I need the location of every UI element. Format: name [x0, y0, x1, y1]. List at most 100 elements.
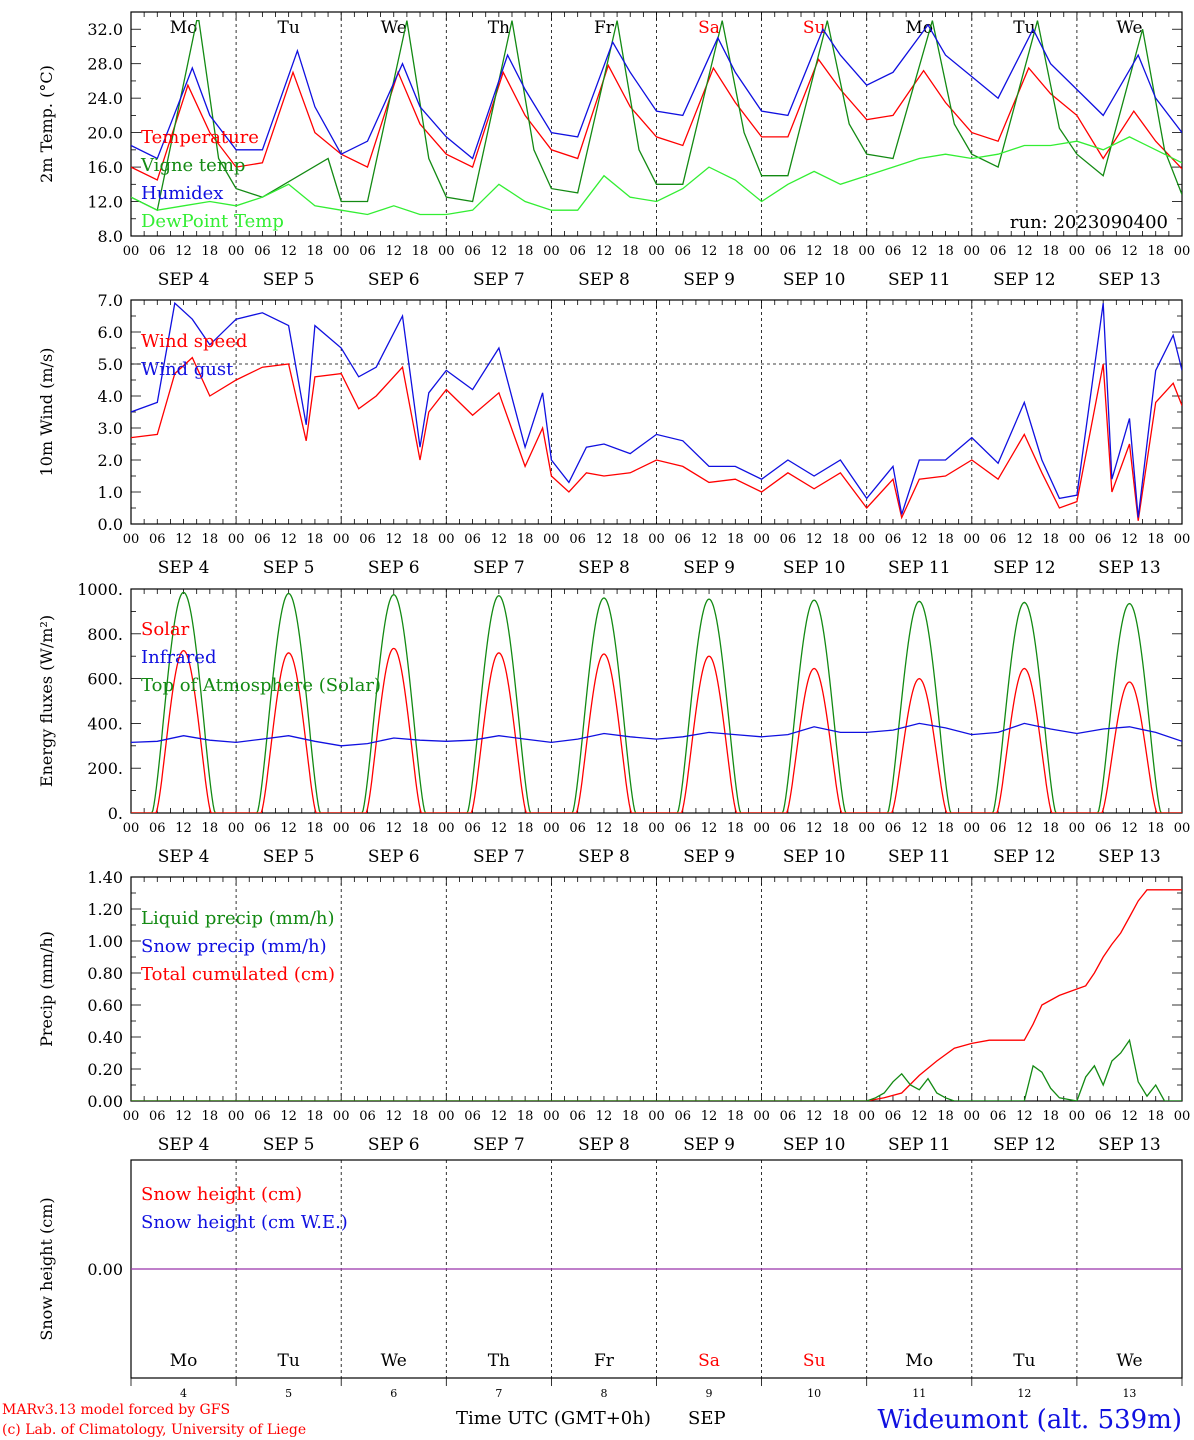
hour-label: 06	[149, 244, 166, 259]
day-number-label: 12	[1017, 1387, 1031, 1400]
footer-model: MARv3.13 model forced by GFS	[2, 1402, 230, 1418]
hour-label: 18	[937, 532, 954, 547]
panel-wind: 0.0 1.0 2.0 3.0 4.0 5.0 6.0 7.0 10m Wind (m/s) 00…	[37, 291, 1190, 578]
y-tick-label: 8.0	[98, 227, 123, 246]
series-line-vigne-temp	[131, 19, 1182, 212]
hour-label: 18	[727, 1109, 744, 1124]
hour-label: 12	[911, 532, 928, 547]
hour-label: 06	[990, 244, 1007, 259]
y-tick-label: 0.	[108, 804, 123, 823]
hour-label: 18	[937, 1109, 954, 1124]
day-number-label: 4	[180, 1387, 187, 1400]
hour-label: 12	[385, 532, 402, 547]
hour-label: 12	[806, 244, 823, 259]
y-tick-label: 5.0	[98, 355, 123, 374]
hour-label: 12	[806, 821, 823, 836]
y-tick-label: 0.0	[98, 515, 123, 534]
hour-label: 12	[596, 821, 613, 836]
date-label: SEP 11	[888, 558, 951, 578]
hour-label: 18	[832, 821, 849, 836]
x-axis-time-label: Time UTC (GMT+0h)	[456, 1408, 651, 1429]
y-tick-label: 1000.	[77, 580, 123, 599]
series-line-total-cumulated-cm	[131, 889, 1182, 1101]
hour-label: 00	[438, 244, 455, 259]
day-name-label: Fr	[594, 1351, 615, 1371]
day-name-label: Tu	[1013, 1351, 1035, 1371]
hour-label: 12	[1016, 1109, 1033, 1124]
hour-label: 06	[254, 244, 271, 259]
plot-area	[131, 301, 1182, 521]
panel-precip: 0.00 0.20 0.40 0.60 0.80 1.00 1.20 1.40 Precip (…	[37, 868, 1190, 1155]
date-label: SEP 13	[1098, 847, 1161, 867]
date-label: SEP 4	[158, 847, 210, 867]
y-tick-label: 600.	[87, 670, 123, 689]
footer-lab: (c) Lab. of Climatology, University of L…	[2, 1422, 306, 1438]
hour-label: 12	[701, 532, 718, 547]
legend-entry: Infrared	[141, 647, 216, 668]
hour-label: 18	[832, 1109, 849, 1124]
hour-label: 18	[1147, 244, 1164, 259]
date-label: SEP 13	[1098, 1135, 1161, 1155]
date-label: SEP 9	[683, 847, 735, 867]
hour-label: 00	[964, 244, 981, 259]
hour-label: 12	[491, 821, 508, 836]
y-tick-label: 1.20	[87, 900, 123, 919]
hour-label: 06	[149, 1109, 166, 1124]
hour-label: 18	[622, 1109, 639, 1124]
y-tick-label: 2.0	[98, 451, 123, 470]
series-line-dewpoint-temp	[131, 136, 1182, 216]
hour-label: 00	[228, 244, 245, 259]
date-label: SEP 12	[993, 1135, 1056, 1155]
day-number-label: 10	[807, 1387, 821, 1400]
hour-label: 18	[622, 532, 639, 547]
y-axis-label: Precip (mm/h)	[37, 931, 56, 1047]
day-number-label: 9	[706, 1387, 713, 1400]
hour-label: 00	[333, 244, 350, 259]
hour-label: 00	[753, 244, 770, 259]
y-tick-label: 3.0	[98, 419, 123, 438]
hour-label: 18	[727, 821, 744, 836]
hour-label: 18	[832, 532, 849, 547]
y-axis-label: 2m Temp. (°C)	[37, 65, 56, 183]
hour-label: 18	[1042, 1109, 1059, 1124]
hour-label: 06	[675, 532, 692, 547]
day-name-label: Th	[488, 1351, 510, 1371]
hour-label: 00	[753, 532, 770, 547]
hour-label: 00	[543, 244, 560, 259]
hour-label: 06	[885, 532, 902, 547]
day-name-label: We	[381, 18, 407, 38]
legend-entry: Top of Atmosphere (Solar)	[141, 675, 381, 696]
hour-label: 18	[202, 532, 219, 547]
legend-entry: Humidex	[141, 183, 223, 204]
date-label: SEP 7	[473, 558, 525, 578]
day-number-label: 7	[495, 1387, 502, 1400]
day-name-label: Fr	[594, 18, 615, 38]
hour-label: 12	[1016, 532, 1033, 547]
date-label: SEP 6	[368, 1135, 420, 1155]
hour-label: 00	[228, 1109, 245, 1124]
hour-label: 18	[307, 1109, 324, 1124]
hour-label: 18	[307, 532, 324, 547]
date-label: SEP 5	[263, 270, 315, 290]
hour-label: 06	[990, 1109, 1007, 1124]
hour-label: 06	[780, 532, 797, 547]
hour-label: 00	[123, 244, 140, 259]
hour-label: 06	[1095, 1109, 1112, 1124]
hour-label: 06	[885, 821, 902, 836]
panel-frame	[130, 299, 1183, 525]
hour-label: 18	[937, 244, 954, 259]
hour-label: 18	[307, 244, 324, 259]
hour-label: 06	[464, 244, 481, 259]
hour-label: 06	[780, 1109, 797, 1124]
y-tick-label: 1.0	[98, 483, 123, 502]
hour-label: 00	[228, 532, 245, 547]
date-label: SEP 8	[578, 1135, 630, 1155]
y-tick-label: 4.0	[98, 387, 123, 406]
date-label: SEP 7	[473, 270, 525, 290]
hour-label: 00	[228, 821, 245, 836]
day-name-label: Mo	[170, 18, 198, 38]
hour-label: 12	[701, 244, 718, 259]
date-label: SEP 10	[783, 1135, 846, 1155]
run-label: run: 2023090400	[1010, 212, 1168, 233]
hour-label: 00	[1069, 244, 1086, 259]
